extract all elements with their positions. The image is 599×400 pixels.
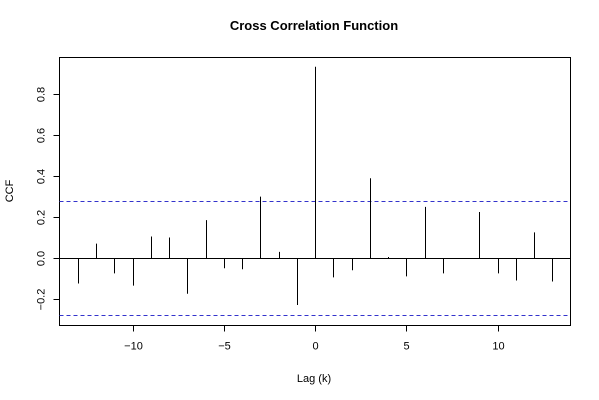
y-axis: −0.2 0.0 0.2 0.4 0.6 0.8 (36, 87, 60, 311)
ccf-spikes (78, 66, 553, 306)
y-axis-label: CCF (4, 179, 16, 202)
y-tick-label: 0.6 (36, 128, 48, 143)
x-tick-label: 5 (403, 341, 409, 353)
y-tick-label: 0.4 (36, 169, 48, 184)
x-tick-label: −10 (124, 341, 143, 353)
y-tick-label: 0.2 (36, 210, 48, 225)
x-tick-label: 10 (492, 341, 504, 353)
chart-title: Cross Correlation Function (230, 18, 398, 33)
x-axis-label: Lag (k) (297, 373, 331, 385)
x-tick-label: −5 (218, 341, 231, 353)
y-tick-label: 0.0 (36, 251, 48, 266)
x-tick-label: 0 (312, 341, 318, 353)
y-tick-label: 0.8 (36, 87, 48, 102)
y-tick-label: −0.2 (36, 289, 48, 311)
x-axis: −10 −5 0 5 10 (124, 325, 505, 353)
